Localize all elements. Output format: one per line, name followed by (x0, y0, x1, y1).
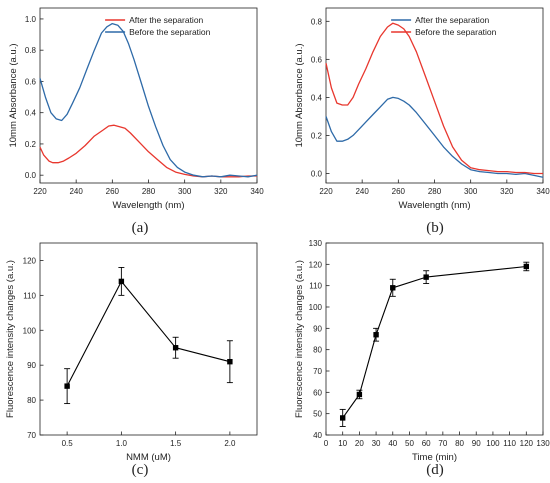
y-tick-label-c: 100 (23, 326, 37, 335)
y-axis-label-b: 10mm Absorbance (a.u.) (294, 43, 305, 147)
y-tick-label-c: 90 (27, 361, 36, 370)
x-axis-label-c: NMM (uM) (126, 452, 171, 463)
x-tick-label-d: 10 (338, 439, 347, 448)
data-point-d (390, 285, 396, 291)
legend-label-b-1: Before the separation (415, 27, 497, 37)
x-tick-label-b: 260 (392, 187, 406, 196)
data-point-c (172, 345, 179, 351)
panel-label-a: (a) (132, 220, 149, 236)
data-point-d (339, 415, 346, 421)
x-tick-label-d: 20 (355, 439, 364, 448)
series-line-c-0 (66, 280, 231, 387)
series-line-b-0 (325, 96, 544, 178)
series-line-b-1 (325, 22, 543, 175)
x-tick-label-d: 110 (503, 439, 516, 448)
x-axis-label-d: Time (min) (412, 452, 457, 463)
x-tick-label-d: 60 (422, 439, 431, 448)
data-point-c (227, 358, 233, 365)
y-tick-label-c: 70 (27, 431, 36, 440)
x-tick-label-b: 220 (319, 187, 333, 196)
y-tick-label-b: 0.0 (311, 169, 323, 178)
panel-label-c: (c) (132, 462, 149, 478)
x-tick-label-d: 100 (486, 439, 500, 448)
x-tick-label-a: 280 (142, 187, 156, 196)
x-axis-label-a: Wavelength (nm) (113, 200, 185, 211)
x-tick-label-b: 340 (536, 187, 550, 196)
legend-label-a-0: After the separation (129, 15, 203, 25)
y-tick-label-b: 0.6 (311, 55, 323, 64)
y-tick-label-a: 0.4 (25, 109, 37, 118)
y-tick-label-d: 120 (309, 260, 323, 269)
panel-b: 220 240 260 280 300 320 340 0.0 0.2 0.4 0.6 0.8 Wave… (294, 7, 550, 211)
x-tick-label-d: 30 (372, 439, 381, 448)
y-tick-label-d: 110 (309, 282, 322, 291)
panel-label-b: (b) (426, 220, 444, 236)
y-tick-label-d: 130 (309, 239, 323, 248)
y-axis-label-a: 10mm Absorbance (a.u.) (8, 43, 19, 147)
legend-label-b-0: After the separation (415, 15, 489, 25)
data-point-d (523, 263, 530, 270)
panel-label-d: (d) (426, 462, 444, 478)
data-point-c (118, 278, 125, 285)
legend-label-a-1: Before the separation (129, 27, 211, 37)
y-axis-label-c: Fluorescence intensity changes (a.u.) (5, 260, 16, 418)
x-tick-label-c: 0.5 (62, 439, 74, 448)
x-tick-label-a: 240 (69, 187, 83, 196)
x-tick-label-c: 1.5 (170, 439, 182, 448)
x-tick-label-d: 80 (455, 439, 464, 448)
axes-frame-c (39, 242, 258, 436)
y-tick-label-d: 50 (313, 410, 322, 419)
panel-a: 220 240 260 280 300 320 340 0.0 0.2 0.4 0.6 0.8 1.0 W… (8, 7, 264, 211)
x-tick-label-a: 260 (106, 187, 120, 196)
y-tick-label-d: 40 (313, 431, 322, 440)
y-tick-label-a: 0.8 (25, 46, 37, 55)
data-point-d (356, 391, 363, 398)
x-tick-label-d: 40 (388, 439, 397, 448)
y-tick-label-d: 80 (313, 346, 322, 355)
x-tick-label-a: 320 (214, 187, 228, 196)
data-point-d (373, 332, 379, 338)
y-tick-label-c: 110 (23, 291, 36, 300)
y-tick-label-d: 90 (313, 324, 322, 333)
x-tick-label-a: 300 (178, 187, 192, 196)
y-tick-label-a: 0.2 (25, 140, 37, 149)
y-tick-label-c: 120 (23, 256, 37, 265)
x-tick-label-d: 90 (472, 439, 481, 448)
y-tick-label-a: 0.0 (25, 171, 37, 180)
axes-frame-d (325, 242, 544, 436)
x-tick-label-b: 320 (500, 187, 514, 196)
x-tick-label-d: 50 (405, 439, 414, 448)
y-tick-label-c: 80 (27, 396, 36, 405)
y-tick-label-b: 0.8 (311, 17, 323, 26)
data-point-c (64, 383, 70, 389)
y-tick-label-b: 0.4 (311, 93, 323, 102)
panel-d: 0 10 20 30 40 50 60 70 80 90 100 110 120 130405060708… (294, 239, 550, 463)
x-tick-label-d: 70 (438, 439, 447, 448)
y-tick-label-a: 1.0 (25, 15, 37, 24)
x-tick-label-b: 300 (464, 187, 478, 196)
data-point-d (423, 274, 429, 280)
y-tick-label-d: 60 (313, 388, 322, 397)
x-axis-label-b: Wavelength (nm) (399, 200, 471, 211)
x-tick-label-c: 1.0 (116, 439, 128, 448)
x-tick-label-b: 240 (355, 187, 369, 196)
panel-c: 0.5 1.0 1.5 2.0 70 80 90 100 110 120 NMM (uM) Fluor… (5, 242, 258, 463)
x-tick-label-d: 120 (520, 439, 534, 448)
y-axis-label-d: Fluorescence intensity changes (a.u.) (294, 260, 305, 418)
y-tick-label-d: 70 (313, 367, 322, 376)
x-tick-label-a: 220 (33, 187, 47, 196)
y-tick-label-d: 100 (309, 303, 323, 312)
y-tick-label-a: 0.6 (25, 77, 37, 86)
series-line-a-0 (39, 124, 257, 178)
series-line-d-0 (342, 265, 527, 419)
x-tick-label-b: 280 (428, 187, 442, 196)
x-tick-label-c: 2.0 (224, 439, 236, 448)
y-tick-label-b: 0.2 (311, 131, 323, 140)
x-tick-label-d: 0 (324, 439, 329, 448)
x-tick-label-a: 340 (250, 187, 264, 196)
series-line-a-1 (39, 22, 258, 178)
x-tick-label-d: 130 (536, 439, 550, 448)
